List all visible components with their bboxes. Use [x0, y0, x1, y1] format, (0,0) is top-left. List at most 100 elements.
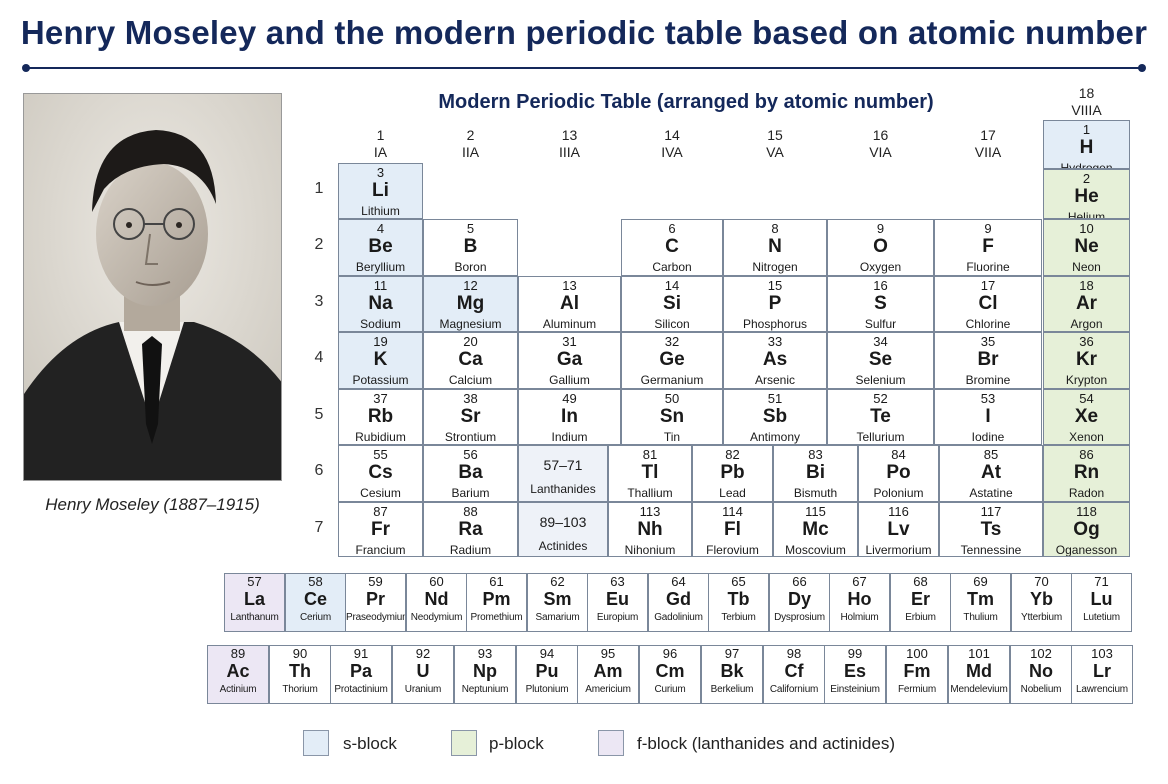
element-symbol: Pr — [365, 589, 385, 609]
element-symbol: Nh — [637, 519, 663, 540]
element-symbol: Cs — [368, 462, 393, 483]
f-element-cell: 97 Bk Berkelium — [701, 645, 763, 704]
atomic-number: 64 — [671, 574, 686, 589]
element-name: Plutonium — [525, 684, 569, 695]
element-cell: 10 Ne Neon — [1043, 219, 1130, 276]
element-name: Xenon — [1069, 430, 1104, 444]
element-name: Helium — [1067, 210, 1106, 219]
atomic-number: 88 — [463, 504, 478, 519]
element-symbol: U — [416, 661, 430, 681]
element-name: Praseodymium — [346, 612, 406, 623]
legend-label: s-block — [343, 734, 397, 753]
atomic-number: 51 — [767, 391, 783, 406]
element-symbol: Mc — [802, 519, 829, 540]
element-symbol: Tm — [967, 589, 994, 609]
legend-label: p-block — [489, 734, 544, 753]
element-name: Thorium — [282, 684, 318, 695]
element-symbol: Ga — [556, 349, 583, 370]
group-number: 2 — [466, 127, 475, 143]
atomic-number: 5 — [466, 221, 475, 236]
element-name: Tin — [663, 430, 681, 444]
element-symbol: Fr — [371, 519, 390, 540]
element-symbol: Te — [870, 406, 891, 427]
element-name: Germanium — [640, 373, 704, 387]
legend-swatch — [303, 730, 329, 756]
f-element-cell: 69 Tm Thulium — [950, 573, 1011, 632]
atomic-number: 65 — [731, 574, 746, 589]
legend-label: f-block (lanthanides and actinides) — [637, 734, 895, 753]
element-cell: 31 Ga Gallium — [518, 332, 621, 389]
element-name: Nobelium — [1020, 684, 1062, 695]
element-name: Promethium — [470, 612, 523, 623]
element-name: Aluminum — [542, 317, 597, 331]
element-cell: 116 Lv Livermorium — [858, 502, 939, 557]
element-symbol: Bi — [806, 462, 825, 483]
f-element-cell: 63 Eu Europium — [587, 573, 648, 632]
atomic-number: 62 — [550, 574, 565, 589]
element-cell: 54 Xe Xenon — [1043, 389, 1130, 445]
element-cell: 36 Kr Krypton — [1043, 332, 1130, 389]
atomic-number: 59 — [368, 574, 383, 589]
atomic-number: 67 — [852, 574, 867, 589]
atomic-number: 19 — [373, 334, 388, 349]
element-symbol: Pb — [720, 462, 745, 483]
element-name: Ytterbium — [1021, 612, 1062, 623]
element-symbol: Mg — [456, 293, 485, 314]
element-symbol: Dy — [787, 589, 811, 609]
element-cell: 51 Sb Antimony — [723, 389, 827, 445]
element-name: Americium — [585, 684, 631, 695]
group-header: 17 VIIA — [934, 127, 1042, 161]
element-name: Curium — [654, 684, 686, 695]
element-symbol: No — [1029, 661, 1053, 681]
element-cell: 86 Rn Radon — [1043, 445, 1130, 502]
element-symbol: Np — [473, 661, 497, 681]
element-symbol: Er — [910, 589, 930, 609]
atomic-number: 36 — [1079, 334, 1094, 349]
element-cell: 34 Se Selenium — [827, 332, 934, 389]
element-cell: 53 I Iodine — [934, 389, 1042, 445]
element-name: Tellurium — [856, 430, 905, 444]
atomic-number: 97 — [724, 646, 740, 661]
element-symbol: Pu — [535, 661, 559, 681]
period-label: 5 — [314, 406, 324, 423]
atomic-number: 69 — [973, 574, 988, 589]
element-symbol: Yb — [1029, 589, 1053, 609]
element-symbol: Pm — [482, 589, 511, 609]
table-title: Modern Periodic Table (arranged by atomi… — [438, 91, 934, 113]
atomic-number: 117 — [980, 504, 1002, 519]
f-element-cell: 91 Pa Protactinium — [330, 645, 392, 704]
element-name: Nihonium — [624, 543, 676, 557]
group-number: 17 — [980, 127, 996, 143]
atomic-number: 8 — [771, 221, 779, 236]
atomic-number: 15 — [767, 278, 783, 293]
element-symbol: Bk — [720, 661, 744, 681]
element-name: Selenium — [855, 373, 906, 387]
portrait-caption: Henry Moseley (1887–1915) — [45, 495, 260, 514]
f-element-cell: 66 Dy Dysprosium — [769, 573, 830, 632]
atomic-number: 38 — [463, 391, 478, 406]
element-name: Uranium — [404, 684, 442, 695]
element-name: Flerovium — [706, 543, 759, 557]
atomic-number: 98 — [786, 646, 802, 661]
element-name: Cesium — [360, 486, 401, 500]
element-cell: 52 Te Tellurium — [827, 389, 934, 445]
element-name: Lead — [719, 486, 746, 500]
group-header: 15 VA — [723, 127, 827, 161]
element-symbol: Tl — [641, 462, 659, 483]
element-symbol: C — [665, 236, 679, 257]
element-name: Gadolinium — [654, 612, 703, 623]
element-symbol: Si — [663, 293, 681, 314]
page-title: Henry Moseley and the modern periodic ta… — [20, 14, 1148, 51]
f-element-cell: 61 Pm Promethium — [466, 573, 527, 632]
element-symbol: As — [762, 349, 788, 370]
element-name: Arsenic — [754, 373, 795, 387]
element-name: Iodine — [971, 430, 1005, 444]
element-name: Lawrencium — [1076, 684, 1128, 695]
atomic-number: 87 — [373, 504, 388, 519]
atomic-number: 12 — [463, 278, 478, 293]
element-cell: 11 Na Sodium — [338, 276, 423, 332]
element-symbol: Se — [868, 349, 893, 370]
element-name: Cerium — [299, 612, 332, 623]
f-element-cell: 94 Pu Plutonium — [516, 645, 578, 704]
element-symbol: Gd — [666, 589, 691, 609]
